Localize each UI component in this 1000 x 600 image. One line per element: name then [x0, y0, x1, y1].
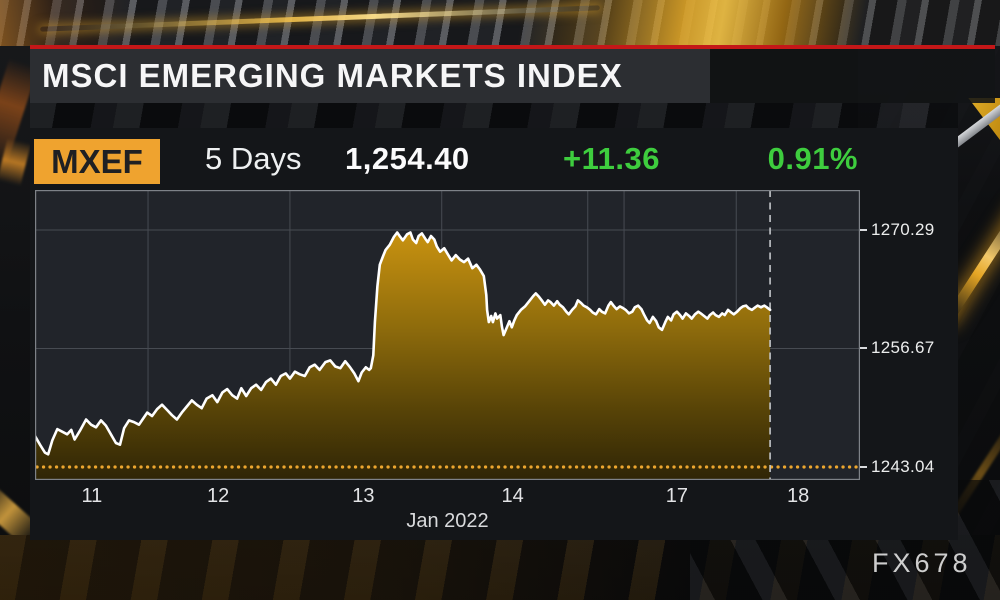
- y-axis-label: 1256.67: [871, 338, 935, 358]
- y-axis: 1270.29 1256.67 1243.04: [858, 190, 958, 480]
- last-price: 1,254.40: [345, 141, 470, 176]
- x-axis-label: 11: [81, 485, 103, 507]
- title-red-rule: [30, 45, 995, 49]
- price-change: +11.36: [563, 141, 660, 176]
- ticker-badge: MXEF: [34, 139, 160, 184]
- y-axis-tick: [860, 347, 867, 350]
- period-label: 5 Days: [205, 141, 302, 176]
- y-axis-label: 1243.04: [871, 457, 935, 476]
- page-title: MSCI EMERGING MARKETS INDEX: [42, 57, 623, 94]
- x-axis: 11 12 13 14 17 18: [35, 483, 860, 509]
- x-axis-title: Jan 2022: [406, 510, 489, 532]
- x-axis-label: 17: [665, 485, 688, 507]
- x-axis-label: 12: [207, 485, 230, 507]
- title-bar-extension: [710, 49, 995, 103]
- y-axis-tick: [860, 466, 867, 468]
- watermark: FX678: [872, 548, 972, 578]
- y-axis-label: 1270.29: [871, 220, 935, 239]
- x-axis-label: 14: [501, 485, 524, 507]
- y-axis-tick: [860, 229, 867, 231]
- x-axis-label: 18: [787, 485, 810, 507]
- backdrop-gap-band: [30, 103, 958, 128]
- x-axis-label: 13: [352, 485, 375, 507]
- price-chart: [35, 190, 860, 480]
- percent-change: 0.91%: [767, 141, 858, 176]
- title-bar: MSCI EMERGING MARKETS INDEX: [30, 49, 710, 103]
